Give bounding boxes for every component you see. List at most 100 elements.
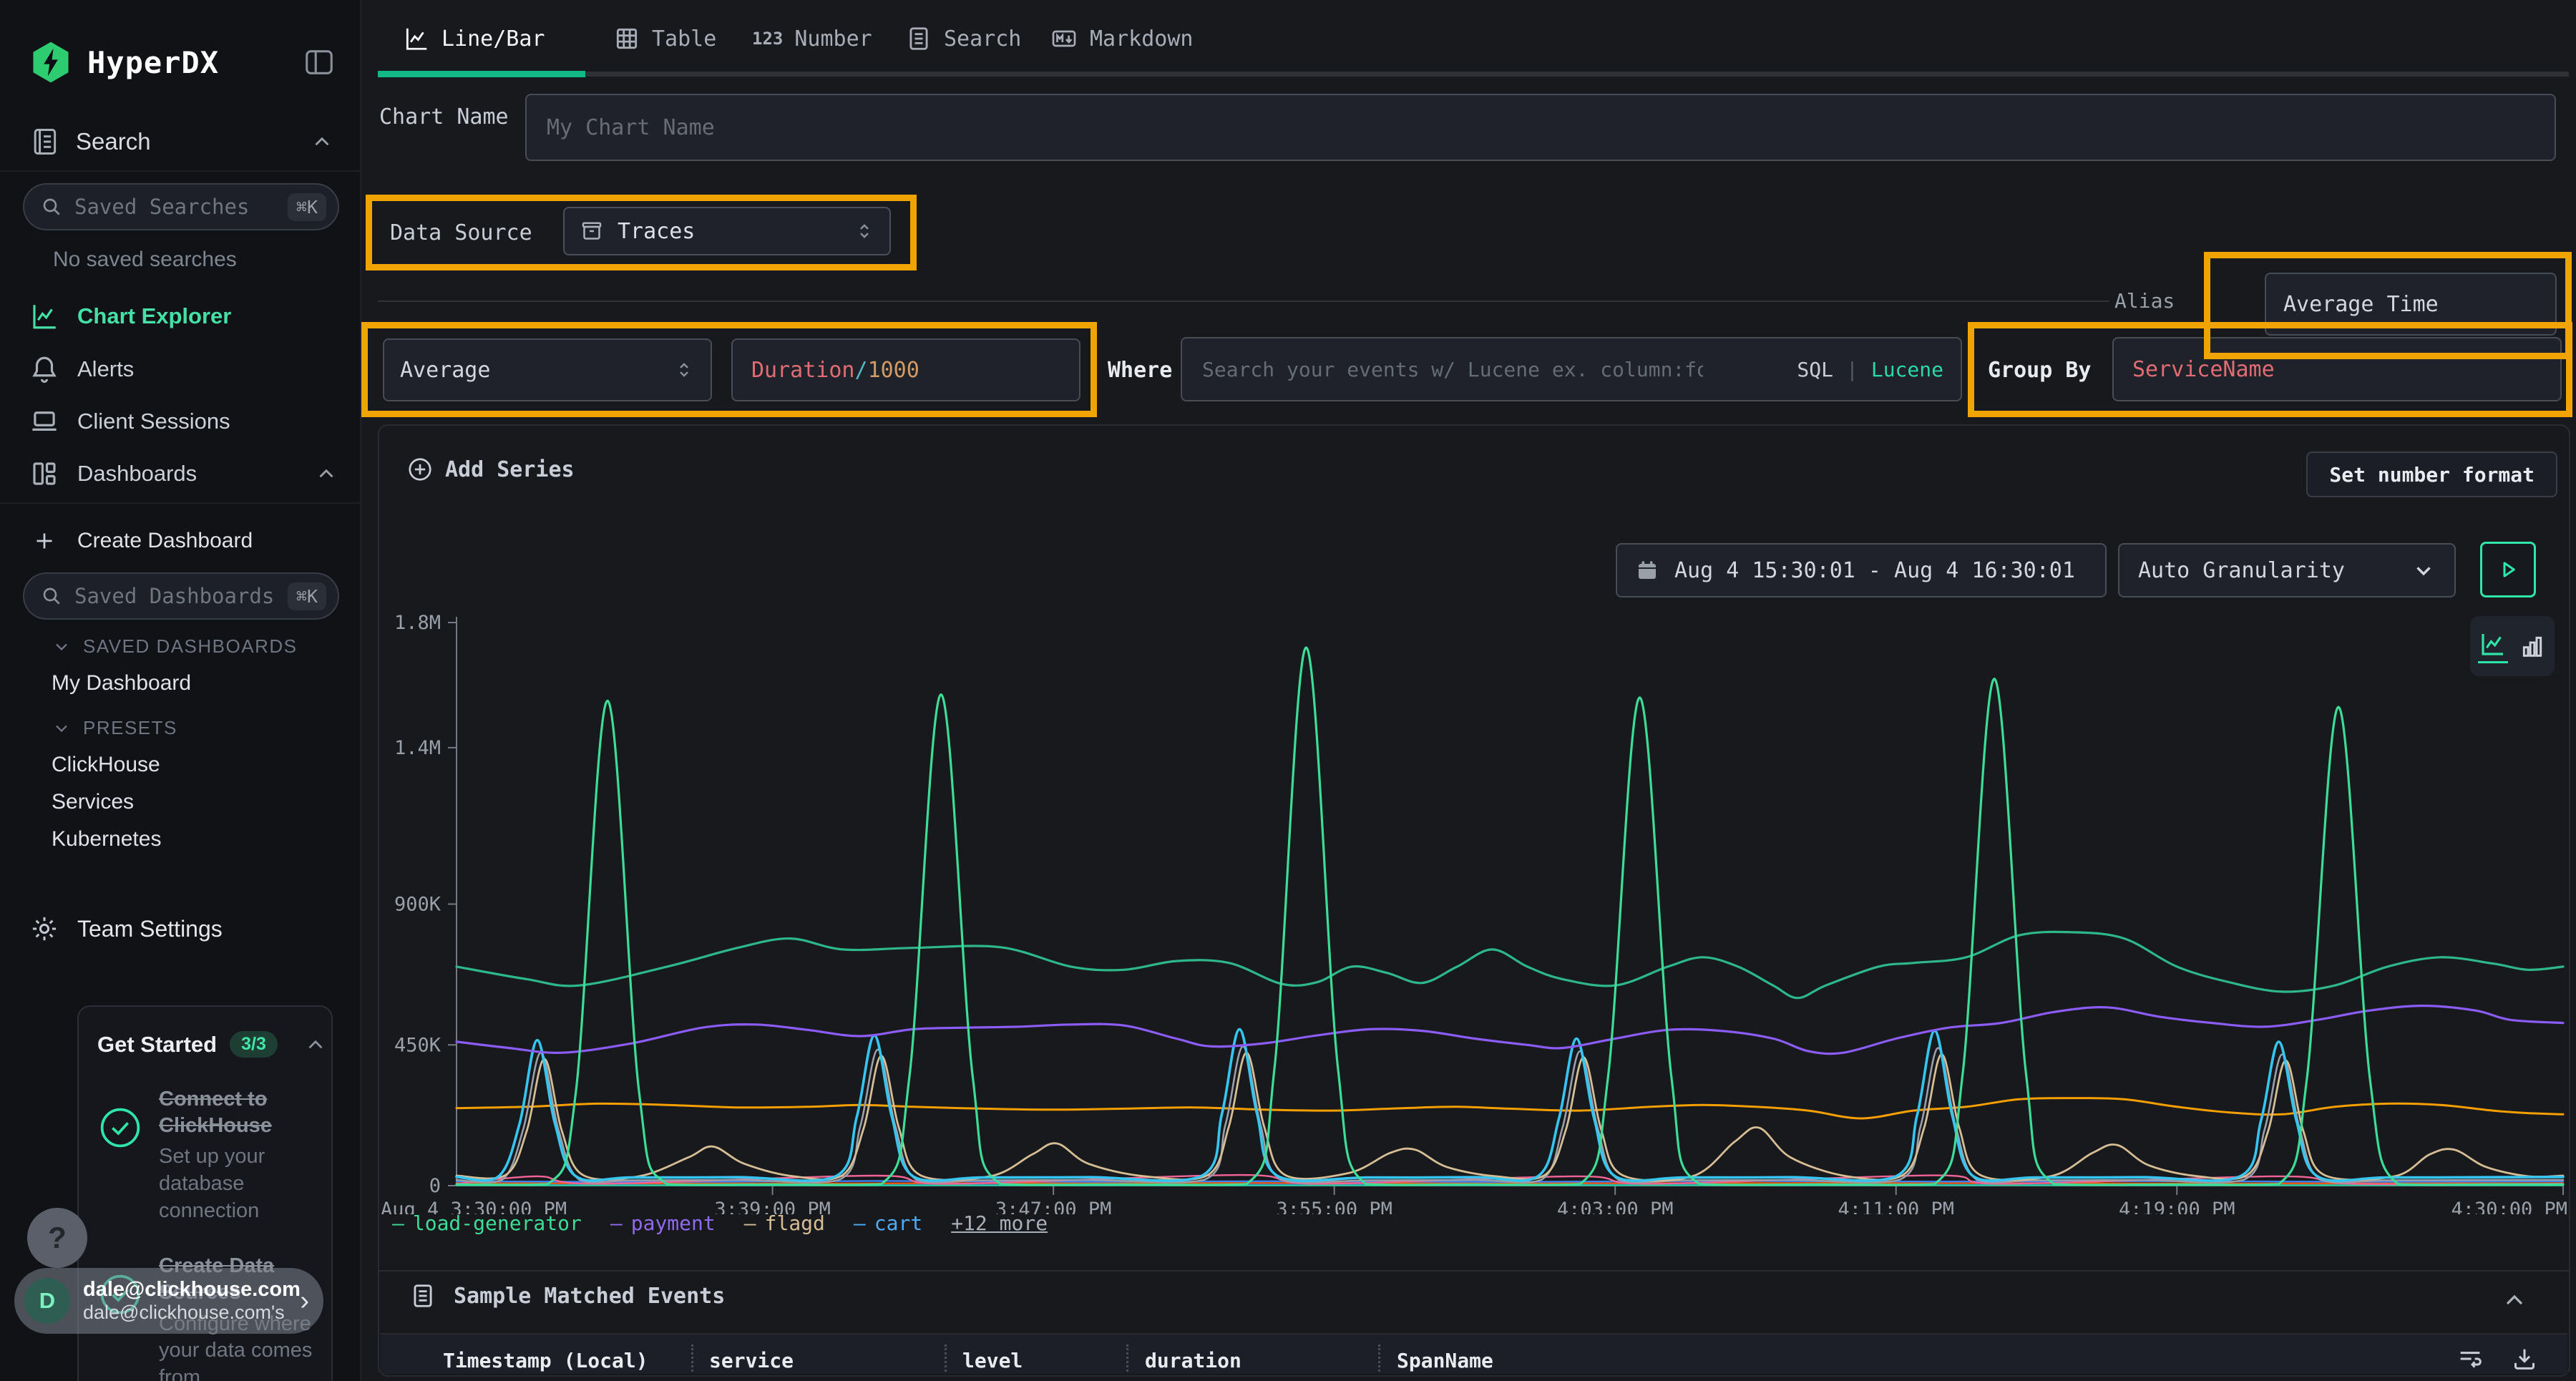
sidebar-item-my-dashboard[interactable]: My Dashboard (52, 671, 191, 696)
legend-more-link[interactable]: +12 more (951, 1211, 1048, 1235)
svg-text:4:30:00 PM: 4:30:00 PM (2451, 1199, 2567, 1214)
events-table-header: Timestamp (Local) service level duration… (381, 1333, 2567, 1374)
column-header[interactable]: Timestamp (Local) (443, 1349, 648, 1372)
column-separator[interactable] (945, 1345, 947, 1372)
brand-name: HyperDX (87, 45, 288, 80)
shortcut-badge: ⌘K (288, 582, 326, 610)
group-label: PRESETS (83, 717, 177, 739)
field-expression-input[interactable]: Duration/1000 (731, 338, 1080, 401)
tab-label: Line/Bar (441, 26, 545, 52)
column-separator[interactable] (691, 1345, 693, 1372)
date-range-picker[interactable]: Aug 4 15:30:01 - Aug 4 16:30:01 (1616, 543, 2107, 597)
gear-icon (29, 914, 60, 944)
active-tab-indicator (378, 71, 585, 77)
lucene-toggle[interactable]: Lucene (1871, 358, 1943, 381)
add-series-button[interactable]: Add Series (406, 456, 575, 483)
sidebar-item-clickhouse[interactable]: ClickHouse (52, 753, 160, 777)
svg-text:1.8M: 1.8M (394, 612, 441, 634)
add-series-label: Add Series (445, 457, 575, 482)
sample-matched-events-header[interactable]: Sample Matched Events (409, 1282, 725, 1309)
number-123-icon: 123 (752, 29, 783, 49)
collapse-sidebar-icon[interactable] (303, 46, 336, 79)
column-separator[interactable] (1126, 1345, 1128, 1372)
select-chevrons-icon (854, 220, 875, 242)
date-range-value: Aug 4 15:30:01 - Aug 4 16:30:01 (1674, 558, 2075, 583)
user-menu[interactable]: D dale@clickhouse.com dale@clickhouse.co… (14, 1268, 323, 1334)
sidebar-item-chart-explorer[interactable]: Chart Explorer (29, 298, 338, 335)
chart-line-icon (403, 25, 430, 52)
svg-text:4:11:00 PM: 4:11:00 PM (1838, 1199, 1954, 1214)
sidebar-item-kubernetes[interactable]: Kubernetes (52, 827, 161, 851)
wrap-lines-icon[interactable] (2456, 1345, 2484, 1373)
group-saved-dashboards[interactable]: SAVED DASHBOARDS (52, 635, 297, 658)
legend-swatch: — (392, 1211, 404, 1235)
language-separator: | (1846, 358, 1858, 381)
legend-swatch: — (610, 1211, 623, 1235)
legend-label: load-generator (413, 1211, 582, 1235)
tab-markdown[interactable]: Markdown (1050, 19, 1194, 59)
alias-input[interactable]: Average Time (2265, 273, 2557, 336)
document-list-icon (905, 25, 932, 52)
chevron-up-icon (310, 130, 334, 154)
legend-item[interactable]: —cart (854, 1211, 922, 1235)
data-source-select[interactable]: Traces (563, 207, 891, 255)
column-separator[interactable] (1378, 1345, 1380, 1372)
column-header[interactable]: SpanName (1397, 1349, 1493, 1372)
get-started-item-desc: Set up your database connection (159, 1143, 313, 1224)
sidebar-item-client-sessions[interactable]: Client Sessions (29, 403, 338, 440)
divider (0, 502, 360, 504)
column-header[interactable]: duration (1145, 1349, 1241, 1372)
get-started-item[interactable]: Connect to ClickHouse Set up your databa… (97, 1086, 313, 1224)
saved-dashboards-placeholder: Saved Dashboards (74, 584, 276, 608)
chevron-down-icon (52, 718, 72, 738)
tab-search[interactable]: Search (905, 19, 1021, 59)
column-header[interactable]: service (709, 1349, 794, 1372)
legend-item[interactable]: —flagd (744, 1211, 825, 1235)
field-token: 1000 (868, 358, 919, 383)
divider (0, 170, 360, 172)
sidebar-item-team-settings[interactable]: Team Settings (29, 910, 338, 947)
set-number-format-button[interactable]: Set number format (2306, 452, 2557, 497)
help-button[interactable]: ? (27, 1208, 87, 1268)
select-chevrons-icon (673, 359, 695, 381)
alias-label: Alias (2114, 289, 2175, 313)
run-query-button[interactable] (2480, 542, 2536, 597)
legend-item[interactable]: —payment (610, 1211, 716, 1235)
group-by-input[interactable]: ServiceName (2112, 337, 2562, 401)
chevron-right-icon: › (300, 1286, 309, 1317)
chevron-up-icon[interactable] (303, 1033, 328, 1057)
tab-divider (378, 72, 2569, 77)
tab-number[interactable]: 123 Number (752, 19, 872, 59)
get-started-badge: 3/3 (230, 1031, 278, 1058)
no-saved-searches-text: No saved searches (53, 248, 237, 272)
create-dashboard-button[interactable]: Create Dashboard (29, 522, 338, 560)
sidebar-item-dashboards[interactable]: Dashboards (29, 455, 338, 492)
granularity-select[interactable]: Auto Granularity (2118, 543, 2456, 597)
column-header[interactable]: level (962, 1349, 1023, 1372)
main-content: Line/Bar Table 123 Number Search Markdow… (361, 0, 2576, 1381)
saved-dashboards-input[interactable]: Saved Dashboards ⌘K (23, 572, 339, 620)
chevron-up-icon[interactable] (2500, 1286, 2529, 1314)
sql-toggle[interactable]: SQL (1797, 358, 1833, 381)
legend-item[interactable]: — load-generator (392, 1211, 582, 1235)
sidebar-item-services[interactable]: Services (52, 790, 134, 814)
download-icon[interactable] (2510, 1345, 2539, 1373)
timeseries-chart[interactable]: 0450K900K1.4M1.8MAug 4 3:30:00 PM3:39:00… (379, 610, 2572, 1214)
get-started-item-title: Connect to ClickHouse (159, 1086, 313, 1139)
calendar-icon (1634, 557, 1660, 583)
tab-table[interactable]: Table (613, 19, 716, 59)
sidebar: HyperDX Search Saved Searches ⌘K No save… (0, 0, 361, 1381)
search-icon (40, 585, 63, 607)
svg-text:0: 0 (429, 1175, 441, 1197)
plus-circle-icon (406, 456, 434, 483)
sidebar-section-search[interactable]: Search (29, 126, 334, 157)
group-presets[interactable]: PRESETS (52, 717, 177, 739)
saved-searches-input[interactable]: Saved Searches ⌘K (23, 183, 339, 230)
chart-name-input[interactable] (525, 94, 2556, 161)
sidebar-item-alerts[interactable]: Alerts (29, 351, 338, 388)
tab-line-bar[interactable]: Line/Bar (403, 19, 545, 59)
legend-items[interactable]: — load-generator —payment —flagd —cart (392, 1211, 922, 1235)
aggregation-select[interactable]: Average (383, 338, 712, 401)
avatar: D (24, 1278, 70, 1324)
search-icon (40, 195, 63, 218)
